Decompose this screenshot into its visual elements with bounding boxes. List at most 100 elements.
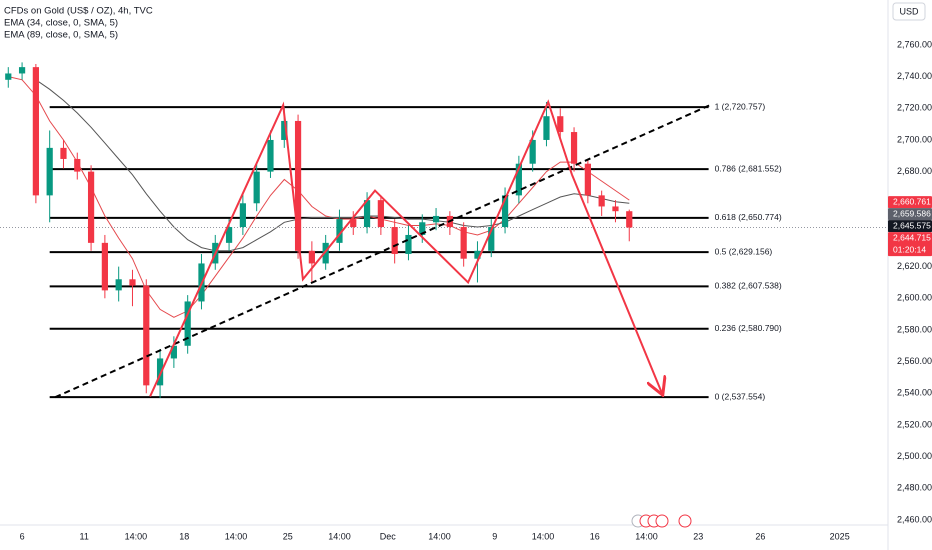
candle-body	[377, 200, 384, 228]
candle-body	[170, 345, 177, 359]
fib-label: 0.382 (2,607.538)	[715, 281, 782, 291]
x-tick-label: 11	[80, 531, 89, 541]
candle-body	[87, 171, 95, 243]
x-tick-label: 14:00	[225, 531, 248, 541]
legend-entry: EMA (89, close, 0, SMA, 5)	[4, 30, 118, 41]
y-tick-label: 2,740.000	[897, 71, 932, 81]
fib-label: 0.5 (2,629.156)	[715, 246, 773, 256]
x-tick-label: 16	[590, 531, 600, 541]
candle-body	[598, 195, 605, 207]
price-tag-label: 2,644.715	[893, 232, 931, 242]
y-tick-label: 2,560.000	[897, 356, 932, 366]
candle-body	[129, 279, 136, 286]
x-tick-label: 18	[179, 531, 189, 541]
candle-body	[570, 132, 578, 164]
x-tick-label: 2025	[830, 531, 850, 541]
axes: 2,760.000 2,740.000 2,720.000 2,700.000 2,68…	[20, 39, 932, 541]
y-tick-label: 2,680.000	[897, 166, 932, 176]
candle-body	[584, 163, 591, 196]
drawing-arrow	[571, 174, 662, 393]
candle-body	[18, 67, 26, 74]
currency-button[interactable]	[892, 2, 926, 21]
candle-body	[350, 219, 357, 228]
candle-body	[432, 215, 440, 223]
y-tick-label: 2,500.000	[897, 451, 932, 461]
price-tag-label: 2,660.761	[893, 196, 931, 206]
price-tag	[888, 208, 932, 221]
y-tick-label: 2,760.000	[897, 39, 932, 49]
x-tick-label: Dec	[380, 531, 397, 541]
price-tag	[888, 232, 932, 257]
candle-body	[74, 158, 81, 172]
fib-label: 0.786 (2,681.552)	[715, 163, 782, 173]
price-tag-label: 2,659.586	[893, 208, 931, 218]
x-tick-label: 14:00	[125, 531, 148, 541]
candle-body	[101, 242, 108, 291]
fib-label: 0.236 (2,580.790)	[715, 323, 782, 333]
y-tick-label: 2,600.000	[897, 293, 932, 303]
candle-body	[156, 358, 164, 386]
candle-body	[308, 250, 315, 264]
candle-body	[419, 222, 426, 235]
y-tick-label: 2,480.000	[897, 483, 932, 493]
candle-body	[225, 227, 233, 243]
event-icon	[655, 514, 669, 528]
candle-body	[253, 171, 260, 204]
y-tick-label: 2,460.000	[897, 514, 932, 524]
candle-body	[557, 116, 564, 133]
candle-body	[529, 139, 536, 164]
y-tick-label: 2,540.000	[897, 388, 932, 398]
candle-body	[405, 234, 412, 254]
candle-body	[239, 203, 246, 228]
event-icons	[631, 514, 692, 528]
y-tick-label: 2,720.000	[897, 103, 932, 113]
candle-body	[363, 200, 371, 228]
candle-body	[60, 147, 67, 159]
y-tick-label: 2,700.000	[897, 134, 932, 144]
x-tick-label: 14:00	[532, 531, 555, 541]
candle-body	[515, 163, 522, 196]
plot-area: 1 (2,720.757) 0.786 (2,681.552) 0.618 (2,6…	[0, 62, 888, 401]
candle-body	[336, 219, 343, 243]
candle-body	[391, 227, 398, 254]
x-tick-label: 14:00	[428, 531, 451, 541]
ema-line	[35, 79, 630, 252]
price-tag	[888, 220, 932, 233]
fib-label: 1 (2,720.757)	[715, 101, 766, 111]
candle-body	[322, 242, 329, 264]
x-tick-label: 9	[492, 531, 497, 541]
candle-body	[267, 139, 274, 172]
candle-body	[488, 227, 495, 251]
currency-label: USD	[899, 6, 919, 16]
x-tick-label: 23	[693, 531, 703, 541]
candle-body	[626, 211, 633, 228]
fib-label: 0 (2,537.554)	[715, 391, 766, 401]
candle-body	[460, 227, 467, 259]
x-tick-label: 6	[20, 531, 25, 541]
candle-body	[474, 250, 481, 259]
x-tick-label: 14:00	[635, 531, 658, 541]
event-icon	[678, 514, 692, 528]
candle-body	[294, 120, 302, 251]
x-tick-label: 26	[755, 531, 765, 541]
countdown: 01:20:14	[893, 244, 926, 254]
candle-body	[5, 73, 12, 80]
fib-label: 0.618 (2,650.774)	[715, 212, 782, 222]
price-tag	[888, 196, 932, 209]
drawing-zigzag	[149, 99, 573, 397]
candle-body	[281, 120, 288, 140]
x-tick-label: 14:00	[328, 531, 351, 541]
candle-body	[184, 301, 191, 346]
y-tick-label: 2,580.000	[897, 324, 932, 334]
y-tick-label: 2,520.000	[897, 419, 932, 429]
candle-body	[612, 206, 619, 212]
chart-title: CFDs on Gold (US$ / OZ), 4h, TVC	[4, 6, 153, 17]
x-tick-label: 25	[283, 531, 293, 541]
candle-body	[143, 285, 150, 386]
candle-body	[32, 67, 39, 196]
candle-body	[543, 116, 550, 140]
candle-body	[115, 279, 122, 291]
candle-body	[501, 195, 509, 228]
